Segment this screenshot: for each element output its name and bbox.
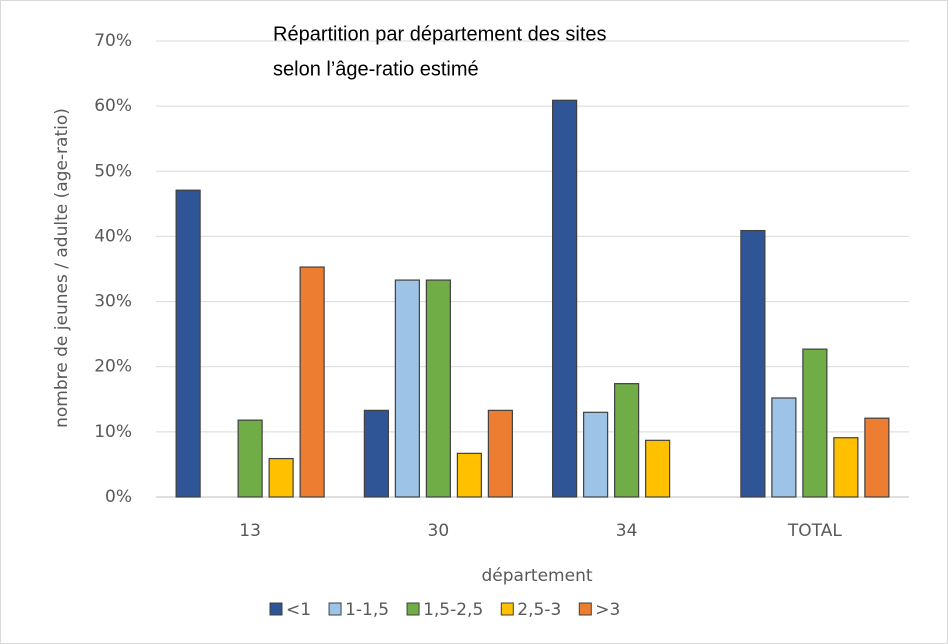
legend-swatch — [406, 602, 420, 616]
bar — [299, 266, 325, 498]
bar — [268, 457, 294, 498]
y-tick-label: 60% — [94, 96, 132, 116]
bar — [175, 189, 201, 498]
y-tick-label: 10% — [94, 422, 132, 442]
bar — [487, 409, 513, 498]
bar — [394, 279, 420, 498]
legend-swatch — [269, 602, 283, 616]
bar — [456, 452, 482, 498]
bar — [833, 437, 859, 498]
legend-swatch — [328, 602, 342, 616]
legend-label: 1-1,5 — [345, 600, 389, 620]
y-tick-label: 50% — [94, 161, 132, 181]
x-tick-label: 30 — [428, 521, 450, 541]
x-tick-label: TOTAL — [787, 521, 842, 541]
x-axis-label: département — [481, 566, 592, 586]
legend-swatch — [578, 602, 592, 616]
bar — [802, 348, 828, 498]
y-tick-label: 30% — [94, 292, 132, 312]
y-tick-label: 40% — [94, 226, 132, 246]
bar — [864, 417, 890, 498]
bar — [645, 439, 671, 498]
chart-title: Répartition par département des sites — [273, 23, 607, 45]
y-tick-label: 70% — [94, 31, 132, 51]
y-axis-label: nombre de jeunes / adulte (age-ratio) — [52, 108, 72, 428]
bar — [614, 383, 640, 498]
bar — [425, 279, 451, 498]
bar — [363, 409, 389, 498]
legend-label: >3 — [595, 600, 620, 620]
y-tick-label: 20% — [94, 357, 132, 377]
x-tick-label: 13 — [239, 521, 261, 541]
legend-label: <1 — [286, 600, 311, 620]
chart-title: selon l’âge-ratio estimé — [273, 58, 479, 80]
legend-label: 2,5-3 — [517, 600, 561, 620]
y-tick-label: 0% — [105, 487, 132, 507]
bar — [771, 397, 797, 498]
bar — [552, 99, 578, 498]
bar — [237, 419, 263, 498]
bar — [583, 411, 609, 498]
legend-swatch — [500, 602, 514, 616]
legend-label: 1,5-2,5 — [423, 600, 483, 620]
bar — [740, 229, 766, 498]
x-tick-label: 34 — [616, 521, 638, 541]
